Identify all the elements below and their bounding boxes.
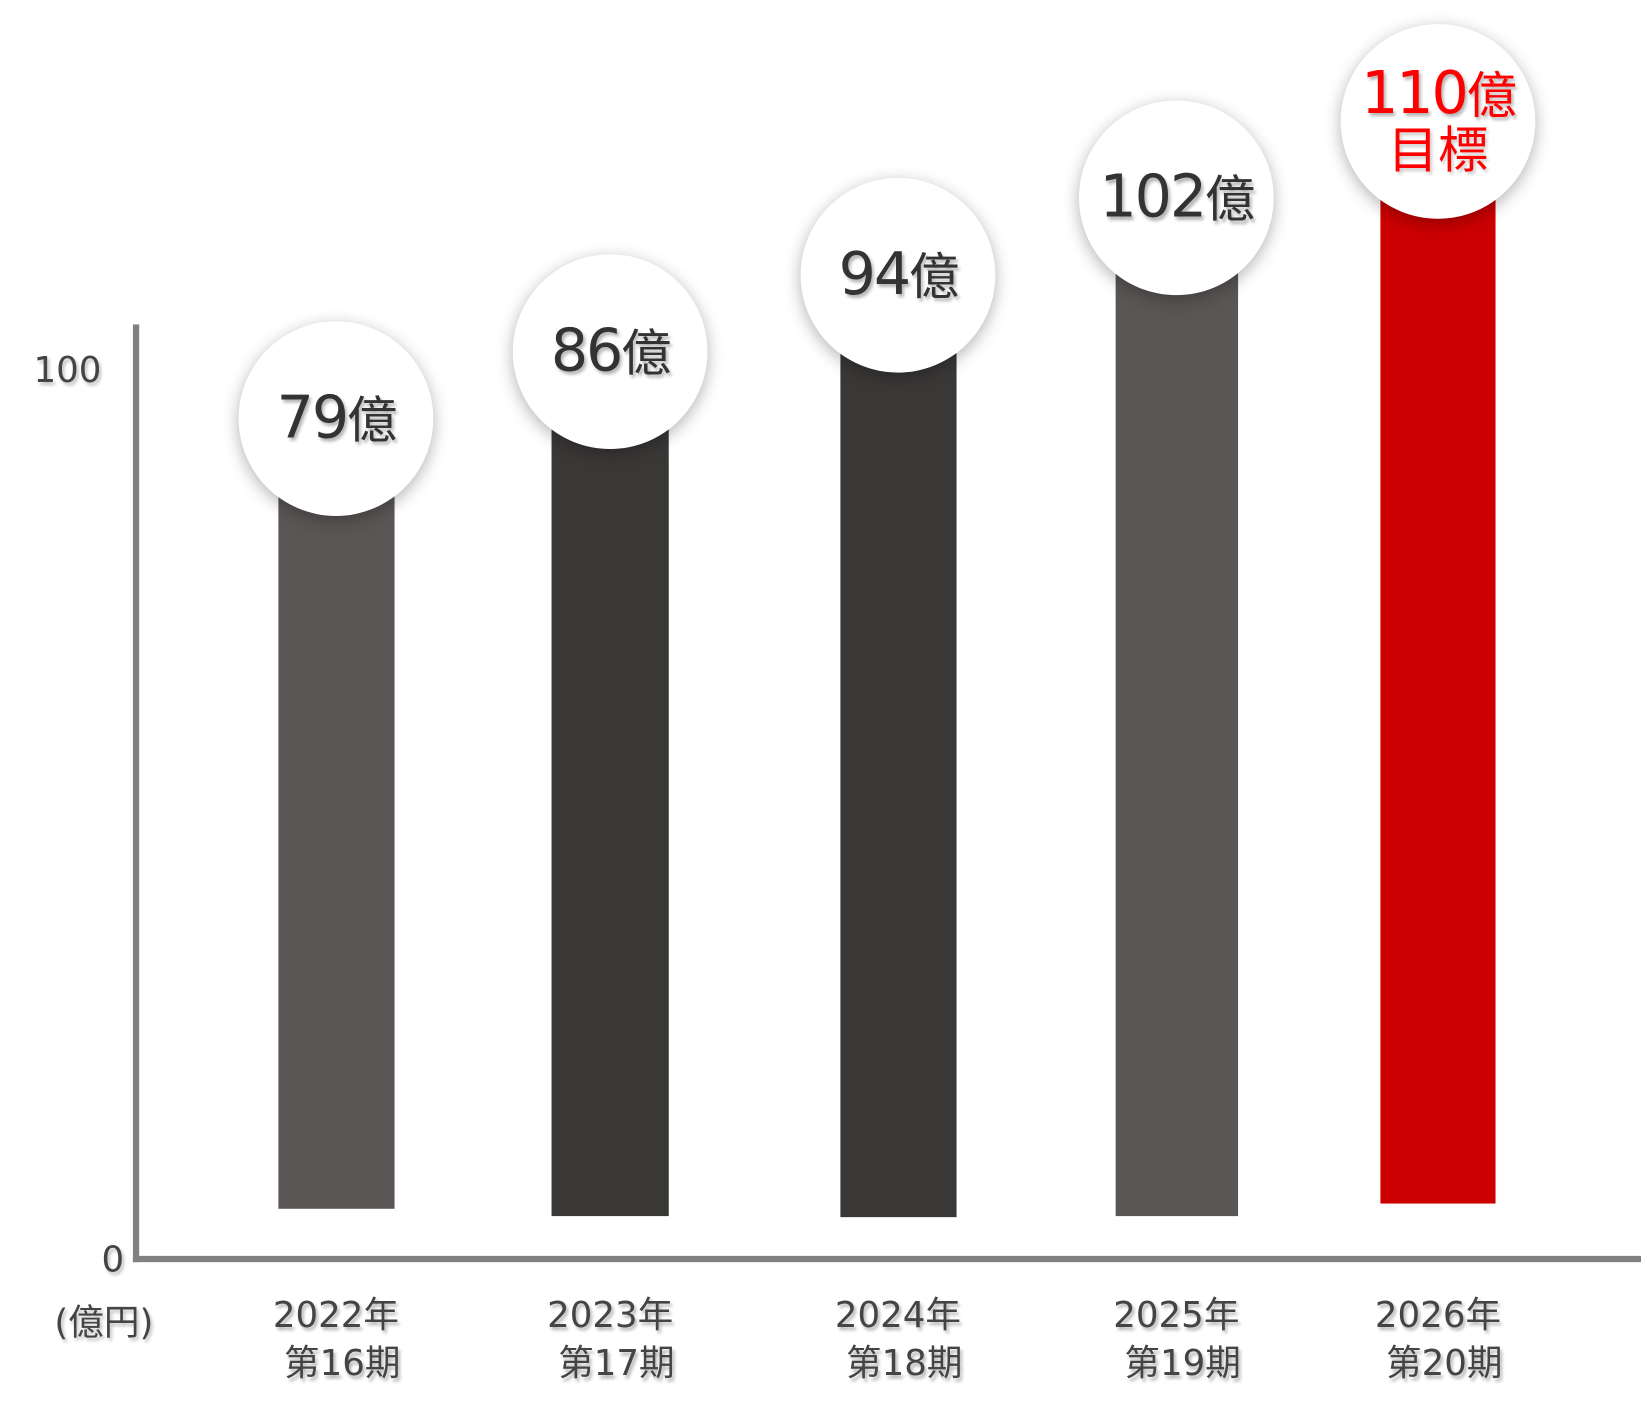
data-label: 86億 [550,316,672,385]
x-tick-year: 2023年 [547,1294,674,1337]
y-tick-0: 0 [101,1239,125,1281]
bar-2025年 [1115,198,1238,1217]
y-axis [132,324,140,1263]
data-label: 110億 [1361,59,1517,128]
value-bubble: 102億 [1079,100,1274,296]
x-tick-year: 2025年 [1113,1294,1240,1337]
y-axis-unit: (億円) [54,1301,154,1344]
x-tick-label: 2022年第16期 [231,1291,440,1387]
value-bubble: 110億 目標 [1340,24,1536,219]
x-tick-period: 第16期 [283,1342,401,1385]
x-tick-period: 第17期 [558,1342,675,1385]
x-tick-label: 2023年第17期 [505,1291,714,1387]
bar-2023年 [551,351,669,1217]
x-tick-label: 2026年第20期 [1333,1291,1542,1387]
value-bubble: 79億 [238,321,434,516]
value-bubble: 86億 [512,254,708,449]
x-tick-year: 2024年 [834,1294,962,1337]
data-label: 79億 [276,384,398,453]
bar-2022年 [277,418,395,1209]
x-tick-period: 第20期 [1386,1342,1503,1385]
value-bubble: 94億 [800,177,996,373]
y-tick-100: 100 [33,349,102,392]
x-tick-label: 2024年第18期 [793,1291,1002,1387]
bar-2024年 [839,274,957,1218]
data-label: 102億 [1099,163,1255,232]
data-label: 94億 [838,240,960,309]
target-label: 目標 [1387,120,1489,180]
x-tick-year: 2026年 [1374,1294,1502,1337]
x-tick-year: 2022年 [272,1294,400,1337]
x-tick-label: 2025年第19期 [1072,1291,1281,1387]
x-tick-period: 第18期 [845,1342,963,1385]
x-axis [132,1255,1641,1263]
x-tick-period: 第19期 [1124,1342,1241,1385]
bar-2026年 [1380,121,1496,1204]
